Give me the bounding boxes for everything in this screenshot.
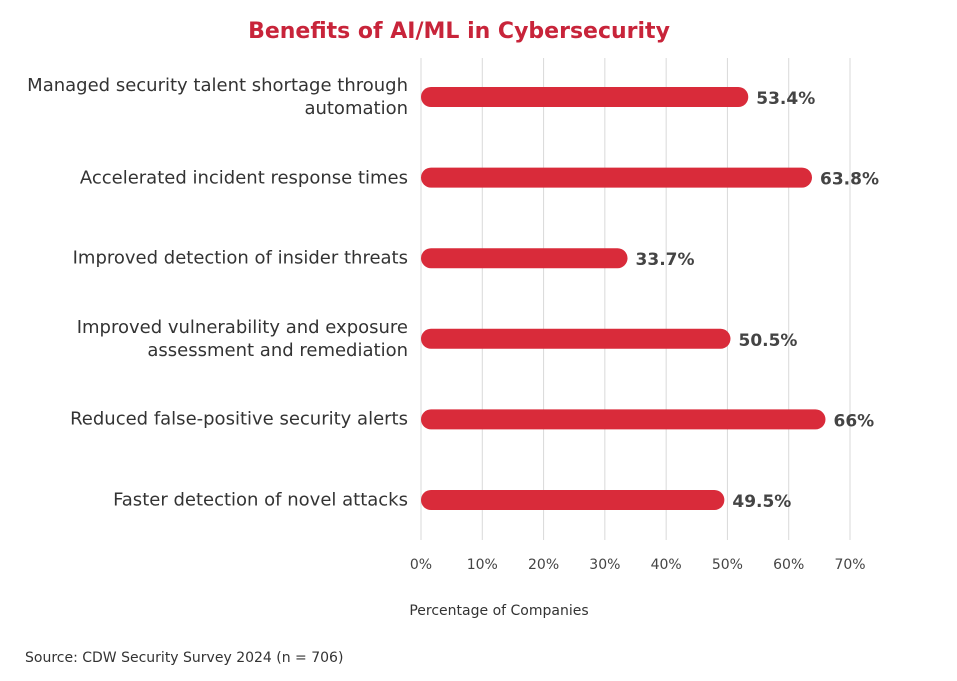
value-label: 49.5% [732, 492, 791, 512]
category-label: Improved detection of insider threats [72, 247, 408, 269]
value-label: 63.8% [820, 170, 879, 190]
category-label: Faster detection of novel attacks [113, 489, 408, 511]
value-label: 50.5% [738, 331, 797, 351]
category-label: Managed security talent shortage through… [27, 75, 408, 119]
x-tick-label: 70% [834, 557, 865, 573]
bar [421, 87, 749, 107]
bar [421, 328, 731, 349]
value-label: 66% [833, 411, 874, 431]
category-label: Reduced false-positive security alerts [70, 408, 408, 430]
bar [421, 248, 628, 269]
chart-title: Benefits of AI/ML in Cybersecurity [248, 19, 670, 44]
bar [421, 167, 813, 188]
bar [421, 490, 725, 510]
category-label: Accelerated incident response times [79, 167, 408, 189]
x-tick-label: 40% [651, 557, 682, 573]
category-label: Improved vulnerability and exposure asse… [76, 316, 408, 361]
x-axis-title: Percentage of Companies [409, 603, 588, 619]
x-tick-label: 0% [410, 557, 432, 573]
x-tick-label: 30% [589, 557, 620, 573]
bar [421, 409, 826, 430]
x-tick-label: 20% [528, 557, 559, 573]
x-tick-label: 10% [467, 557, 498, 573]
x-tick-label: 60% [773, 557, 804, 573]
value-label: 53.4% [756, 89, 815, 109]
value-label: 33.7% [636, 250, 695, 270]
x-tick-label: 50% [712, 557, 743, 573]
source-note: Source: CDW Security Survey 2024 (n = 70… [25, 650, 343, 666]
